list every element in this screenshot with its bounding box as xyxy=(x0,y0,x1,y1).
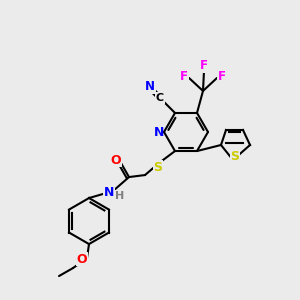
Text: O: O xyxy=(111,154,121,166)
Text: S: S xyxy=(230,151,239,164)
Text: N: N xyxy=(104,186,114,199)
Text: N: N xyxy=(154,125,164,139)
Text: N: N xyxy=(145,80,155,93)
Text: C: C xyxy=(156,93,164,103)
Text: F: F xyxy=(200,59,208,72)
Text: F: F xyxy=(180,70,188,83)
Text: S: S xyxy=(154,160,163,174)
Text: O: O xyxy=(77,253,87,266)
Text: F: F xyxy=(218,70,226,83)
Text: H: H xyxy=(116,191,124,201)
